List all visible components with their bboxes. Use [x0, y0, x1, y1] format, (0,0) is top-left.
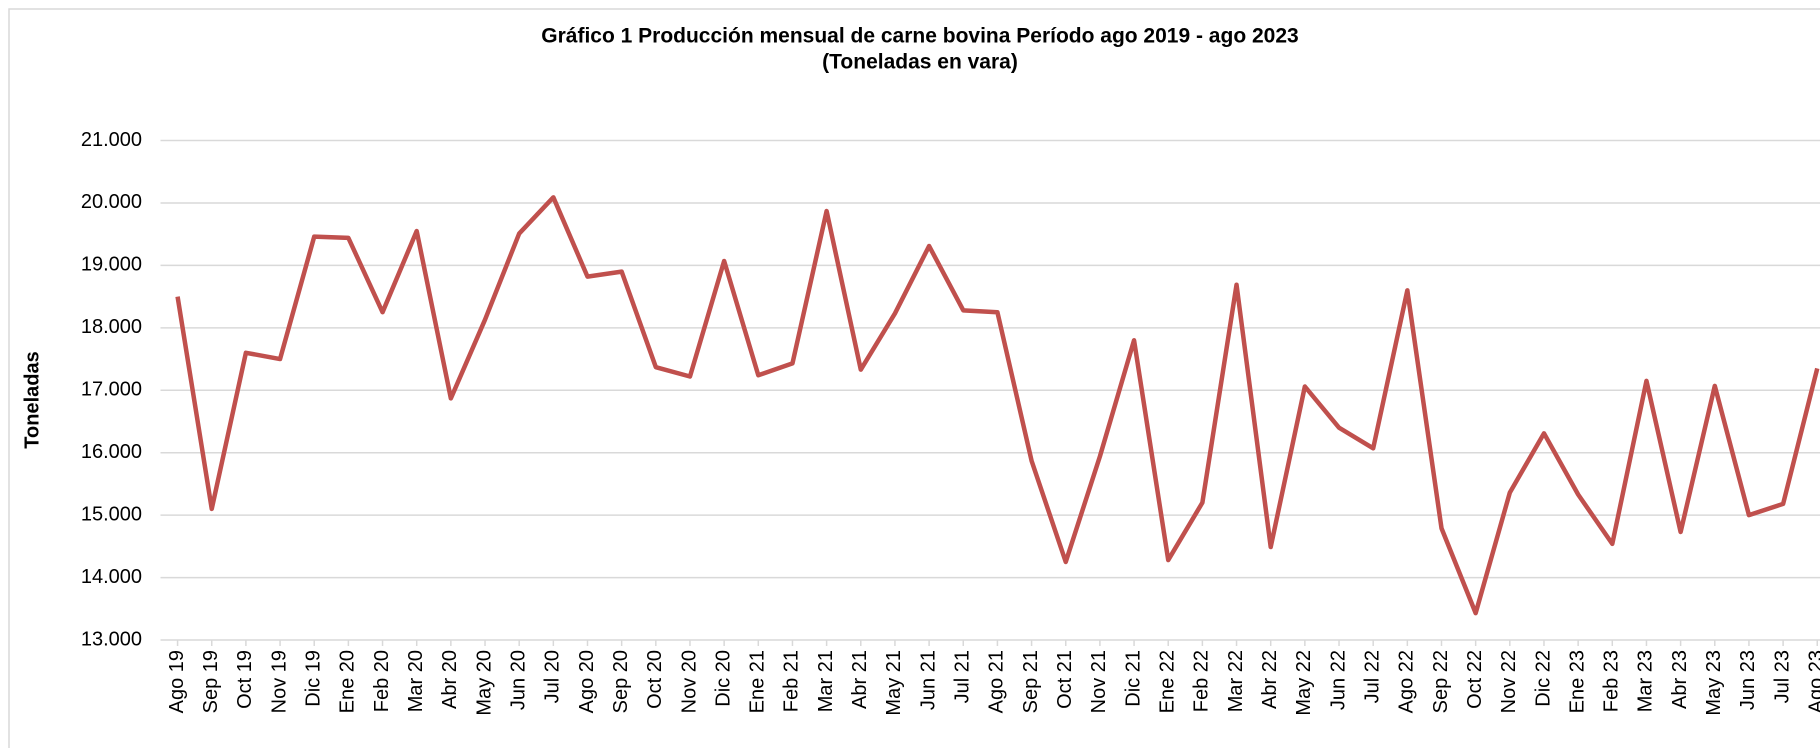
x-tick-label: May 21 — [883, 650, 905, 716]
data-line — [175, 195, 1820, 616]
x-tick-label: Oct 21 — [1054, 650, 1076, 709]
x-tick-label: Mar 20 — [405, 650, 427, 712]
y-tick-label: 21.000 — [81, 129, 142, 151]
x-tick-label: Mar 23 — [1635, 650, 1657, 712]
x-tick-label: Abr 22 — [1259, 650, 1281, 709]
x-tick-label: Dic 21 — [1122, 650, 1144, 707]
x-tick-label: Mar 21 — [815, 650, 837, 712]
y-tick-label: 18.000 — [81, 316, 142, 338]
y-tick-label: 14.000 — [81, 566, 142, 588]
y-tick-label: 15.000 — [81, 503, 142, 525]
x-tick-label: May 22 — [1293, 650, 1315, 716]
x-tick-label: Oct 19 — [234, 650, 256, 709]
x-tick-label: Abr 21 — [849, 650, 871, 709]
x-tick-label: Oct 22 — [1464, 650, 1486, 709]
x-tick-label: Jun 21 — [917, 650, 939, 710]
x-tick-label: Nov 19 — [268, 650, 290, 713]
x-tick-label: Sep 21 — [1020, 650, 1042, 713]
x-tick-label: Ene 22 — [1157, 650, 1179, 713]
x-tick-label: Abr 23 — [1669, 650, 1691, 709]
x-tick-label: Dic 22 — [1532, 650, 1554, 707]
y-tick-label: 17.000 — [81, 379, 142, 401]
y-tick-label: 16.000 — [81, 441, 142, 463]
y-axis-label: Toneladas — [21, 351, 43, 448]
x-tick-label: Ene 20 — [337, 650, 359, 713]
x-tick-label: Nov 20 — [678, 650, 700, 713]
plot-area — [175, 195, 1820, 616]
x-tick-label: Abr 20 — [439, 650, 461, 709]
x-tick-label: Ene 23 — [1566, 650, 1588, 713]
y-tick-label: 20.000 — [81, 191, 142, 213]
x-tick-label: Nov 21 — [1088, 650, 1110, 713]
x-tick-label: Jul 20 — [542, 650, 564, 703]
chart-subtitle: (Toneladas en vara) — [822, 51, 1018, 74]
x-tick-label: Oct 20 — [644, 650, 666, 709]
x-tick-label: Ago 20 — [576, 650, 598, 713]
x-tick-label: Ago 22 — [1396, 650, 1418, 713]
x-tick-label: Jun 23 — [1737, 650, 1759, 710]
x-tick-label: May 23 — [1703, 650, 1725, 716]
x-tick-label: May 20 — [473, 650, 495, 716]
x-tick-label: Feb 22 — [1191, 650, 1213, 712]
x-tick-label: Dic 19 — [303, 650, 325, 707]
x-tick-label: Sep 22 — [1430, 650, 1452, 713]
x-tick-label: Ene 21 — [747, 650, 769, 713]
x-tick-label: Ago 21 — [986, 650, 1008, 713]
x-tick-label: Mar 22 — [1225, 650, 1247, 712]
x-tick-label: Jul 21 — [952, 650, 974, 703]
x-tick-label: Sep 19 — [200, 650, 222, 713]
y-tick-label: 13.000 — [81, 628, 142, 650]
x-tick-label: Ago 19 — [166, 650, 188, 713]
grid: 13.000 14.000 15.000 16.000 17.000 18.000 19.0… — [81, 129, 1820, 716]
x-tick-label: Sep 20 — [610, 650, 632, 713]
x-tick-label: Jun 20 — [507, 650, 529, 710]
x-tick-label: Jul 23 — [1771, 650, 1793, 703]
chart-title: Gráfico 1 Producción mensual de carne bo… — [541, 25, 1298, 48]
y-tick-label: 19.000 — [81, 254, 142, 276]
x-tick-label: Nov 22 — [1498, 650, 1520, 713]
x-tick-label: Dic 20 — [712, 650, 734, 707]
x-tick-label: Jun 22 — [1327, 650, 1349, 710]
chart-border — [8, 8, 1820, 748]
x-tick-label: Feb 21 — [781, 650, 803, 712]
x-tick-label: Feb 20 — [371, 650, 393, 712]
x-tick-label: Feb 23 — [1601, 650, 1623, 712]
x-tick-label: Ago 23 — [1806, 650, 1820, 713]
x-tick-label: Jul 22 — [1361, 650, 1383, 703]
